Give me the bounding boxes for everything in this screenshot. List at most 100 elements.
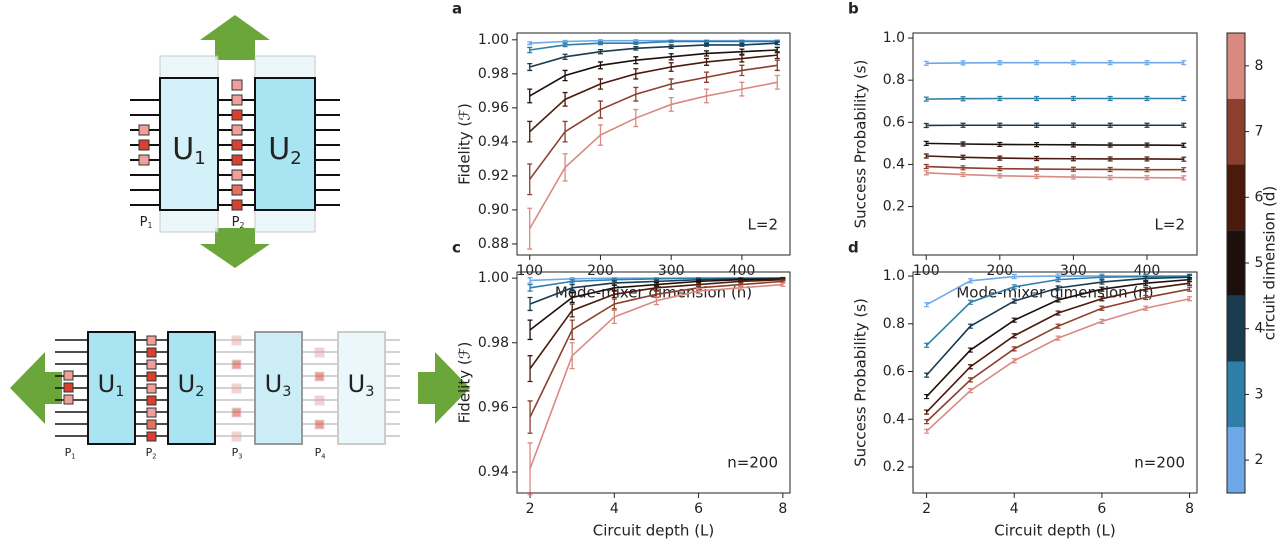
x-tick-label: 4 [610,501,619,517]
label-sub: 2 [152,452,156,460]
point-cap [1144,156,1150,162]
panel-label: d [848,239,859,257]
point-cap [997,155,1003,161]
error-bar [527,46,533,54]
x-tick-label: 2 [922,501,931,517]
label-sub: 2 [290,148,301,169]
error-bar [668,39,674,44]
x-tick-label: 8 [1185,501,1194,517]
point-cap [1107,95,1113,102]
point-cap [997,173,1003,179]
point-cap [1143,305,1149,311]
point-cap [967,323,973,329]
error-bar [597,61,603,70]
point-cap [960,60,966,66]
error-bar [527,207,533,250]
x-tick-label: 6 [694,501,703,517]
y-tick-label: 1.0 [883,30,905,46]
point-cap [1034,173,1040,180]
point-cap [1099,296,1105,302]
error-bar [527,163,533,196]
ghost-layers [159,55,316,233]
phase-shifters [138,79,243,211]
error-bar [633,68,639,80]
error-bar [527,400,533,434]
series-line [926,97,1184,100]
chart-c: c 0.94 0.96 0.98 1.00 2 4 6 8 Circuit depth (L) Fi… [452,239,791,540]
phase-label: P1 [140,215,153,230]
error-bar [739,64,745,77]
x-tick-label: 400 [729,263,756,279]
y-tick-label: 0.6 [883,364,905,380]
series-line [926,297,1190,432]
error-bar [704,57,710,66]
x-tick-label: 8 [778,501,787,517]
colorbar-tick-label: 4 [1255,321,1264,337]
point-cap [1181,156,1187,162]
point-cap [1107,156,1113,162]
series-line [529,283,783,470]
label-main: P [146,446,153,459]
y-axis-label: Success Probability (s) [852,60,870,229]
error-bar [704,88,710,104]
error-bar [739,40,745,44]
unitary-label: U3 [348,370,375,400]
plot-frame [516,271,791,494]
point-cap [967,388,973,394]
error-bar [696,287,702,295]
faded-modes [215,339,400,437]
unitary-box [87,331,136,445]
error-bar [562,39,568,44]
error-bar [569,303,575,318]
error-bar [611,298,617,310]
phase-label: P4 [315,446,326,460]
plot-frame [516,32,791,256]
error-bar [739,81,745,97]
point-cap [967,347,973,353]
phase-label: P2 [146,446,157,460]
annotation: n=200 [1134,454,1185,472]
error-bar [527,88,533,104]
y-tick-label: 0.8 [883,72,905,88]
series-line [529,64,778,180]
point-cap [1099,318,1105,325]
point-cap [1070,166,1076,172]
point-cap [1144,142,1150,148]
point-cap [1187,296,1193,302]
plot-frame [912,32,1198,256]
point-cap [1107,142,1113,148]
point-cap [1187,286,1193,292]
point-cap [1011,298,1017,304]
unitary-label: U3 [265,370,292,400]
error-bar [668,53,674,61]
point-cap [1070,142,1076,148]
error-bar [569,279,575,284]
error-bar [527,283,533,292]
point-cap [1144,122,1150,128]
faded-phase-shifters [231,335,325,442]
point-cap [1034,60,1040,66]
label-sub: 3 [365,384,374,400]
point-cap [1055,335,1061,341]
point-cap [1181,95,1187,102]
x-tick-label: 100 [913,263,940,279]
point-cap [924,372,930,378]
point-cap [1034,142,1040,148]
point-cap [1070,122,1076,128]
y-tick-label: 0.90 [478,202,509,218]
error-bar [527,319,533,341]
point-cap [997,141,1003,148]
label-main: U [348,370,366,398]
point-cap [923,60,929,66]
y-tick-label: 0.96 [478,399,509,415]
annotation: n=200 [727,454,778,472]
colorbar-label: circuit dimension (d) [1261,186,1279,341]
point-cap [960,122,966,128]
point-cap [1107,174,1113,181]
point-cap [1011,358,1017,364]
error-bar [739,42,745,47]
point-cap [923,170,929,176]
error-bar [611,309,617,325]
colorbar-tick-label: 3 [1255,386,1264,402]
